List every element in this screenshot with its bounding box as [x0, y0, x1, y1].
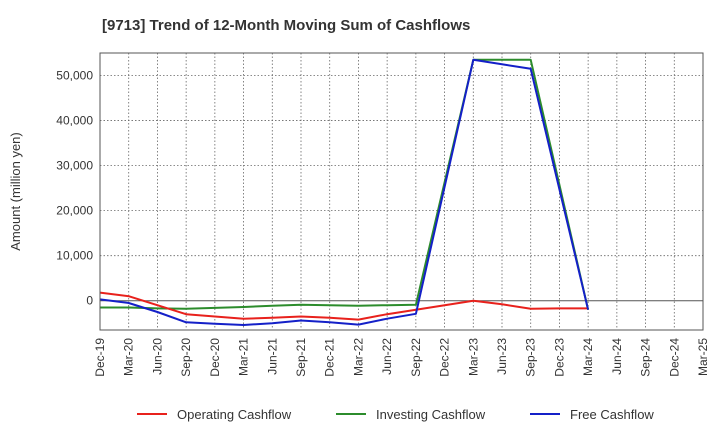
x-tick-label: Dec-21 [323, 338, 337, 377]
legend-label: Investing Cashflow [376, 407, 486, 422]
x-tick-label: Sep-21 [294, 338, 308, 377]
x-tick-label: Dec-19 [93, 338, 107, 377]
x-tick-label: Jun-23 [495, 338, 509, 375]
x-tick-label: Dec-20 [208, 338, 222, 377]
y-tick-label: 20,000 [56, 204, 93, 218]
series-line-operating-cashflow [99, 291, 589, 321]
y-tick-label: 10,000 [56, 249, 93, 263]
x-tick-label: Jun-20 [150, 338, 164, 375]
x-tick-label: Mar-22 [351, 338, 365, 376]
x-tick-label: Dec-23 [552, 338, 566, 377]
x-axis-ticks: Dec-19 Mar-20 Jun-20 Sep-20 Dec-20 Mar-21 Jun-… [93, 338, 710, 377]
x-tick-label: Mar-24 [581, 338, 595, 376]
x-tick-label: Mar-21 [237, 338, 251, 376]
x-tick-label: Jun-24 [610, 338, 624, 375]
x-tick-label: Dec-24 [667, 338, 681, 377]
grid-lines [100, 53, 703, 330]
x-tick-label: Mar-20 [122, 338, 136, 376]
legend: Operating Cashflow Investing Cashflow Free… [137, 407, 654, 422]
series-line-free-cashflow [99, 58, 590, 326]
x-tick-label: Mar-23 [466, 338, 480, 376]
legend-label: Free Cashflow [570, 407, 654, 422]
x-tick-label: Sep-22 [409, 338, 423, 377]
chart-title: [9713] Trend of 12-Month Moving Sum of C… [102, 17, 470, 34]
x-tick-label: Sep-20 [179, 338, 193, 377]
y-tick-label: 30,000 [56, 159, 93, 173]
series-lines [99, 58, 590, 326]
y-tick-label: 50,000 [56, 69, 93, 83]
x-tick-label: Jun-22 [380, 338, 394, 375]
y-axis-label: Amount (million yen) [8, 132, 23, 251]
x-tick-label: Dec-22 [438, 338, 452, 377]
y-tick-label: 0 [86, 294, 93, 308]
y-axis-ticks: 0 10,000 20,000 30,000 40,000 50,000 [56, 69, 93, 308]
series-line-investing-cashflow [100, 58, 590, 310]
plot-area-frame [99, 52, 704, 331]
x-tick-label: Mar-25 [696, 338, 710, 376]
legend-label: Operating Cashflow [177, 407, 292, 422]
x-tick-label: Sep-23 [524, 338, 538, 377]
x-tick-label: Jun-21 [265, 338, 279, 375]
y-tick-label: 40,000 [56, 114, 93, 128]
x-tick-label: Sep-24 [639, 338, 653, 377]
